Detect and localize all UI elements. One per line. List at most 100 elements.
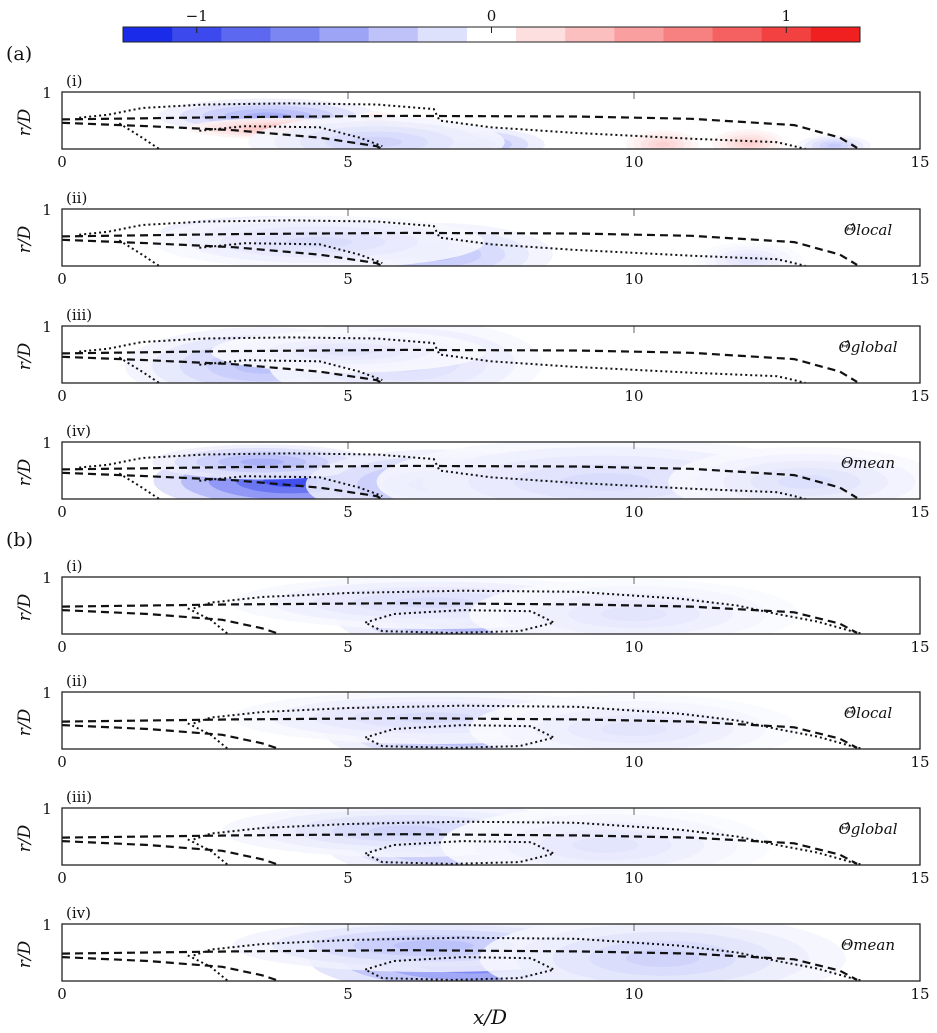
x-tick-label: 15 [910, 270, 929, 288]
panel-annotation: Θ̂global [838, 820, 897, 838]
panel-field [232, 692, 799, 749]
heatmap-blob [826, 143, 842, 148]
dashed-contour [62, 464, 858, 499]
group-label: (a) [6, 43, 32, 65]
dotted-contour [187, 722, 229, 749]
x-tick-label: 5 [343, 985, 353, 1003]
x-tick-label: 15 [910, 638, 929, 656]
dotted-contour [118, 239, 160, 266]
heatmap-blob [778, 474, 834, 489]
y-axis-label: r/D [15, 342, 35, 370]
colorbar-segment [466, 27, 517, 42]
contour-lines [62, 102, 858, 149]
dashed-contour [62, 724, 280, 749]
heatmap-blob [572, 837, 639, 853]
panel-label: (ii) [66, 189, 87, 207]
y-tick-label: 1 [42, 434, 52, 452]
dashed-contour [62, 602, 858, 634]
x-tick-label: 5 [343, 270, 353, 288]
y-axis-label: r/D [15, 458, 35, 486]
x-tick-label: 10 [624, 869, 643, 887]
x-tick-label: 10 [624, 153, 643, 171]
heatmap-blob [286, 236, 353, 248]
contour-lines [62, 589, 864, 634]
x-tick-label: 15 [910, 387, 929, 405]
panel-frame [61, 208, 921, 267]
heatmap-blob [245, 112, 290, 120]
contour-lines [62, 820, 864, 865]
panel-annotation: Θmean [841, 454, 895, 472]
x-tick-label: 5 [343, 387, 353, 405]
panel: (ii) 1 r/D 0 5 10 15 Θ̂local [15, 672, 930, 771]
contour-lines [62, 704, 864, 749]
x-tick-label: 0 [57, 985, 67, 1003]
heatmap-blob [741, 140, 756, 147]
panel-annotation: Θ̂local [844, 221, 892, 239]
panel-label: (ii) [66, 672, 87, 690]
x-axis-label: x/D [473, 1005, 507, 1029]
dotted-contour [187, 838, 229, 865]
colorbar-segment [810, 27, 861, 42]
heatmap-blob [601, 607, 667, 622]
colorbar-tick-label: 1 [782, 7, 792, 25]
y-tick-label: 1 [42, 684, 52, 702]
panel-field [232, 577, 799, 634]
y-axis-label: r/D [15, 940, 35, 968]
x-tick-label: 10 [624, 503, 643, 521]
panel-label: (i) [66, 557, 83, 575]
x-tick-label: 0 [57, 753, 67, 771]
panel-annotation: Θmean [841, 936, 895, 954]
dotted-contour [118, 356, 160, 383]
y-axis-label: r/D [15, 593, 35, 621]
panel-field [158, 98, 871, 149]
x-tick-label: 0 [57, 387, 67, 405]
panel-frame [61, 441, 921, 500]
x-tick-label: 5 [343, 753, 353, 771]
x-tick-label: 0 [57, 270, 67, 288]
dotted-contour [199, 359, 383, 382]
x-tick-label: 5 [343, 869, 353, 887]
x-tick-label: 5 [343, 153, 353, 171]
colorbar-tick-label: −1 [186, 7, 208, 25]
y-axis-label: r/D [15, 108, 35, 136]
dashed-contour [62, 231, 858, 266]
panel-label: (iii) [66, 306, 92, 324]
colorbar-tick-label: 0 [487, 7, 497, 25]
heatmap-blob [320, 347, 376, 356]
panel-frame [61, 576, 921, 635]
x-tick-label: 0 [57, 869, 67, 887]
colorbar-segment [712, 27, 763, 42]
contour-lines [62, 219, 858, 266]
panel: (iv) 1 r/D 0 5 10 15 Θmean [15, 904, 930, 1003]
dotted-contour [193, 820, 864, 865]
panel-label: (i) [66, 72, 83, 90]
colorbar: −1 0 1 [122, 7, 861, 43]
panel: (ii) 1 r/D 0 5 10 15 Θ̂local [15, 189, 930, 288]
colorbar-segment [172, 27, 222, 42]
dashed-contour [62, 609, 280, 634]
heatmap-blob [601, 722, 667, 737]
panel: (i) 1 r/D 0 5 10 15 [15, 557, 930, 656]
colorbar-segment [565, 27, 615, 42]
y-axis-label: r/D [15, 225, 35, 253]
dotted-contour [199, 475, 383, 498]
x-tick-label: 15 [910, 503, 929, 521]
y-tick-label: 1 [42, 569, 52, 587]
x-tick-label: 15 [910, 753, 929, 771]
panel-annotation: Θ̂global [838, 338, 897, 356]
dotted-contour [118, 122, 160, 149]
y-axis-label: r/D [15, 824, 35, 852]
heatmap-blob [655, 141, 670, 148]
dotted-contour [193, 704, 864, 749]
contour-lines [62, 452, 858, 499]
colorbar-segment [761, 27, 812, 42]
y-tick-label: 1 [42, 916, 52, 934]
x-tick-label: 0 [57, 153, 67, 171]
y-axis-label: r/D [15, 708, 35, 736]
dotted-contour [118, 472, 160, 499]
dashed-contour [62, 840, 280, 865]
heatmap-blob [559, 473, 652, 491]
x-tick-label: 15 [910, 985, 929, 1003]
dotted-contour [187, 607, 229, 634]
x-tick-label: 5 [343, 503, 353, 521]
